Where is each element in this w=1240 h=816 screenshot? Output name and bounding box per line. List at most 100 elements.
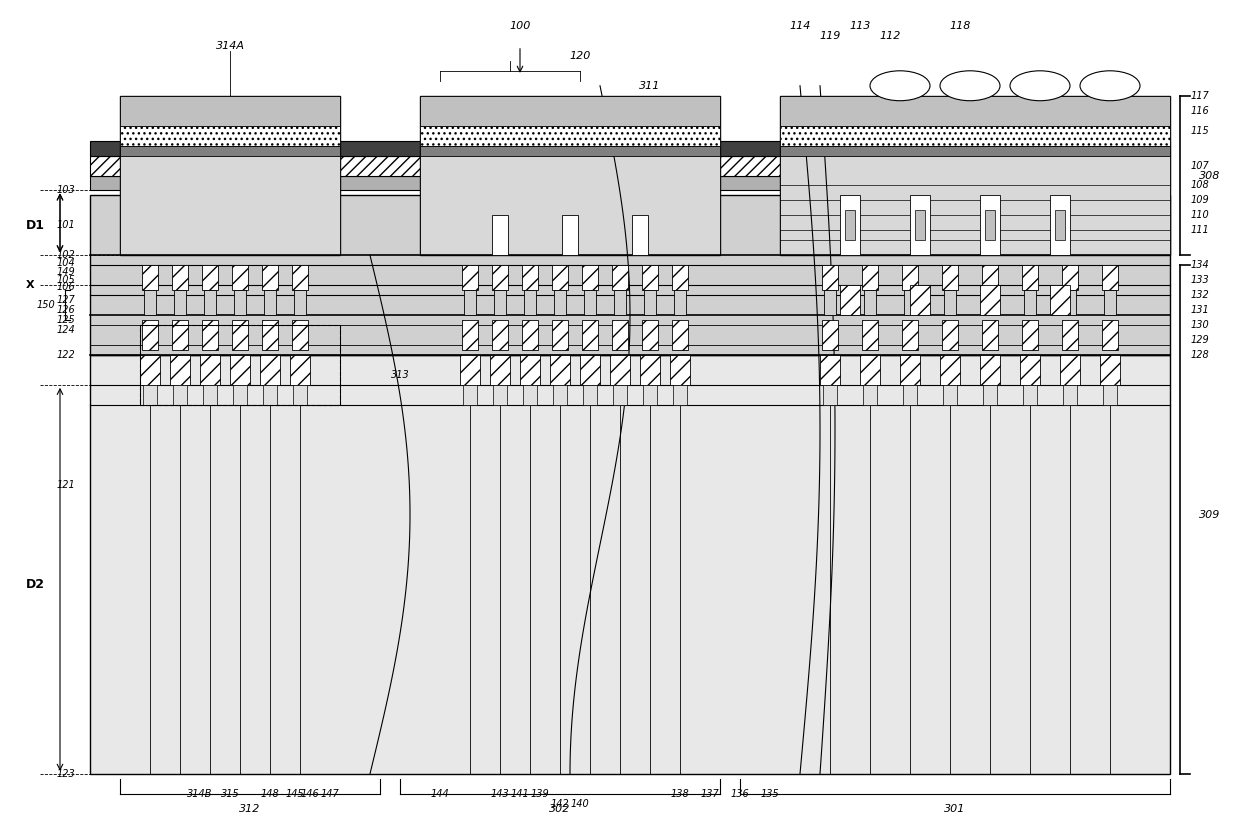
Bar [420, 126, 720, 145]
Text: 139: 139 [531, 789, 549, 799]
Text: 105: 105 [56, 275, 74, 286]
Bar [291, 320, 308, 350]
Text: X: X [26, 280, 35, 290]
Bar [202, 265, 218, 290]
Ellipse shape [940, 71, 999, 100]
Bar [910, 196, 930, 255]
Text: 143: 143 [491, 789, 510, 799]
Text: 123: 123 [56, 769, 74, 778]
Text: 313: 313 [391, 370, 409, 380]
Bar [780, 145, 1171, 156]
Bar [942, 320, 959, 350]
Bar [613, 265, 627, 290]
Bar [420, 95, 720, 126]
Bar [864, 290, 875, 315]
Text: 130: 130 [1190, 320, 1209, 330]
Bar [492, 265, 508, 290]
Text: 148: 148 [260, 789, 279, 799]
Text: D2: D2 [26, 578, 45, 591]
Bar [822, 320, 838, 350]
Bar [464, 290, 476, 315]
Bar [463, 265, 477, 290]
Bar [582, 320, 598, 350]
Bar [91, 140, 1171, 156]
Bar [1061, 320, 1078, 350]
Bar [262, 265, 278, 290]
Text: 141: 141 [511, 789, 529, 799]
Text: 122: 122 [56, 350, 74, 360]
Bar [982, 320, 998, 350]
Text: 138: 138 [671, 789, 689, 799]
Bar [460, 355, 480, 385]
Text: 134: 134 [1190, 260, 1209, 270]
Bar [293, 385, 308, 405]
Text: 128: 128 [1190, 350, 1209, 360]
Text: 135: 135 [760, 789, 780, 799]
Bar [915, 211, 925, 241]
Text: 109: 109 [1190, 196, 1209, 206]
Bar [780, 95, 1171, 126]
Text: 145: 145 [285, 789, 304, 799]
Bar [174, 290, 186, 315]
Bar [1055, 211, 1065, 241]
Bar [494, 385, 507, 405]
Bar [552, 320, 568, 350]
Bar [901, 320, 918, 350]
Bar [420, 145, 720, 156]
Bar [1050, 196, 1070, 255]
Bar [1050, 286, 1070, 315]
Text: 100: 100 [510, 21, 531, 31]
Bar [672, 265, 688, 290]
Bar [120, 126, 340, 145]
Bar [490, 355, 510, 385]
Text: 315: 315 [221, 789, 239, 799]
Text: 120: 120 [569, 51, 590, 61]
Bar [174, 385, 187, 405]
Bar [839, 196, 861, 255]
Bar [582, 265, 598, 290]
Bar [522, 320, 538, 350]
Bar [844, 211, 856, 241]
Bar [525, 290, 536, 315]
Text: 127: 127 [56, 295, 74, 305]
Text: 110: 110 [1190, 211, 1209, 220]
Bar [613, 385, 627, 405]
Bar [1024, 290, 1035, 315]
Bar [492, 215, 508, 255]
Bar [232, 320, 248, 350]
Text: 142: 142 [551, 799, 569, 809]
Bar [232, 265, 248, 290]
Bar [910, 286, 930, 315]
Bar [670, 355, 689, 385]
Bar [673, 385, 687, 405]
Bar [640, 355, 660, 385]
Ellipse shape [1011, 71, 1070, 100]
Bar [583, 385, 596, 405]
Bar [861, 355, 880, 385]
Text: 309: 309 [1199, 509, 1220, 520]
Bar [610, 355, 630, 385]
Bar [494, 290, 506, 315]
Text: 301: 301 [945, 804, 966, 814]
Text: 146: 146 [300, 789, 320, 799]
Text: 311: 311 [640, 81, 661, 91]
Bar [140, 355, 160, 385]
Text: 107: 107 [1190, 161, 1209, 171]
Bar [903, 385, 918, 405]
Bar [580, 355, 600, 385]
Bar [983, 385, 997, 405]
Bar [839, 286, 861, 315]
Bar [644, 385, 657, 405]
Bar [862, 320, 878, 350]
Bar [420, 145, 720, 255]
Bar [901, 265, 918, 290]
Text: 312: 312 [239, 804, 260, 814]
Text: 102: 102 [56, 251, 74, 260]
Text: 113: 113 [849, 21, 870, 31]
Bar [120, 95, 340, 255]
Text: 144: 144 [430, 789, 449, 799]
Bar [944, 290, 956, 315]
Bar [900, 355, 920, 385]
Text: 111: 111 [1190, 225, 1209, 235]
Bar [980, 196, 999, 255]
